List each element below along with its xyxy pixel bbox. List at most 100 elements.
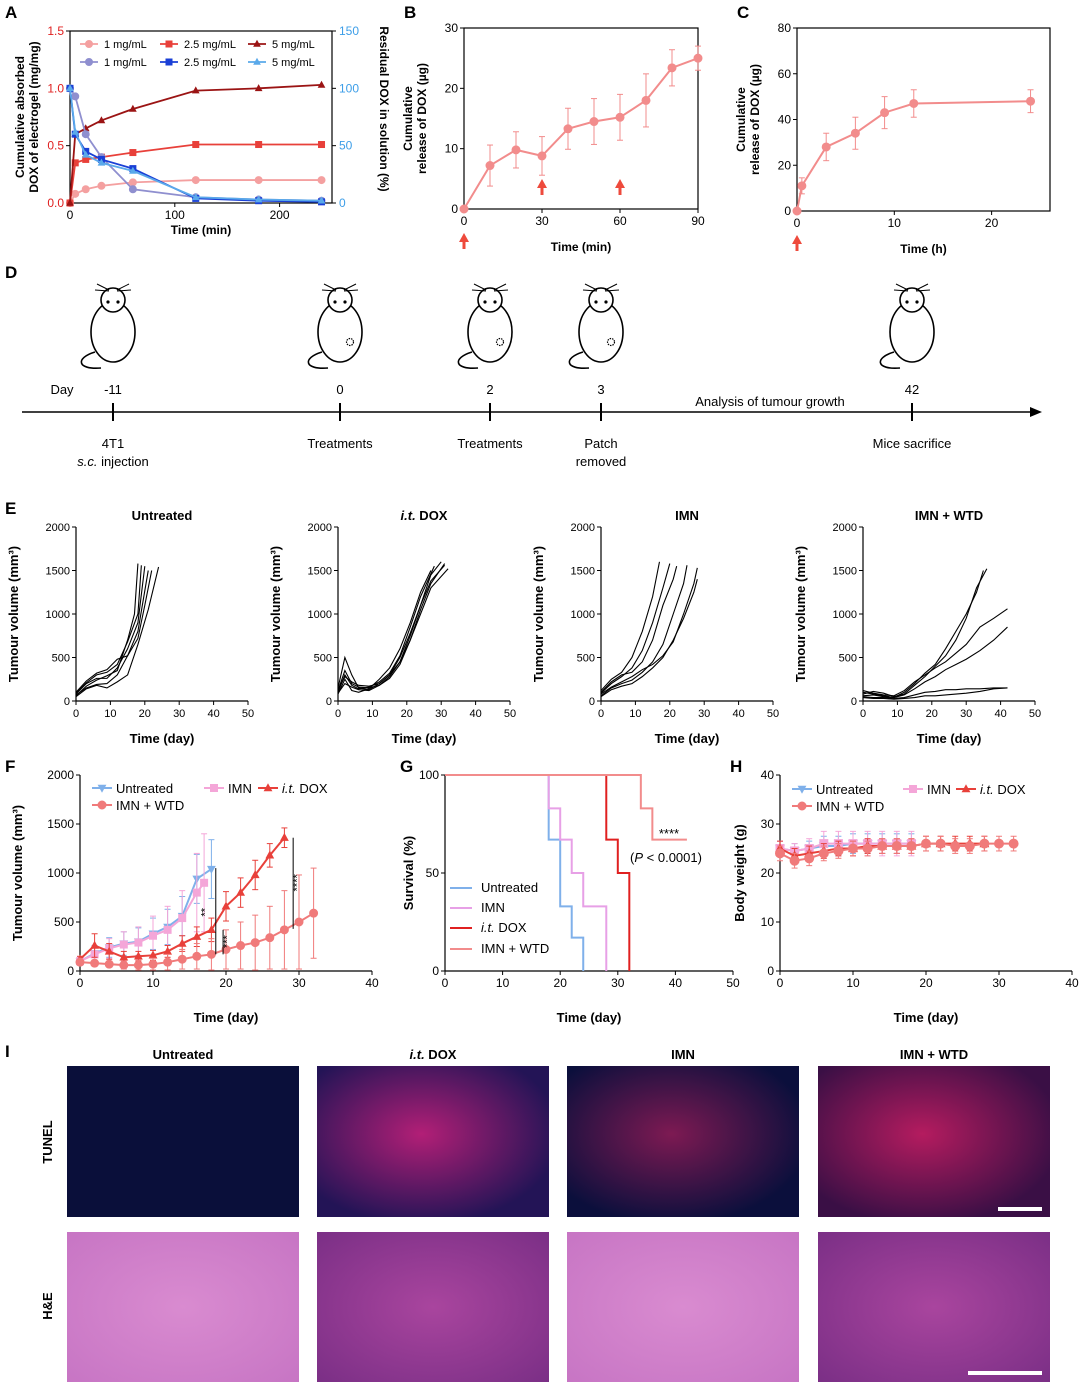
data-point [207,925,216,934]
y-axis-label: release of DOX (µg) [415,63,429,174]
x-tick-label: 10 [891,708,903,720]
y-tick-label: 1500 [46,566,70,578]
mouse-eye [333,300,337,304]
tunel-signal [567,1066,799,1217]
y-tick-label: 10 [445,142,459,156]
event-day: 3 [597,382,604,397]
individual-curve [600,565,688,697]
significance-stars: *** [221,934,233,948]
data-point [192,888,201,897]
y-tick-label: 2000 [308,522,332,534]
text-span: injection [97,454,148,469]
event-day: 42 [905,382,919,397]
panel-letter-H: H [730,757,742,776]
event-label-2: s.c. injection [77,454,149,469]
text-span: ( [630,850,635,865]
data-point [792,206,802,216]
p-value-label: (P < 0.0001) [630,850,702,865]
individual-curve [600,579,698,698]
data-point [129,166,137,174]
timeline: Day Analysis of tumour growth -11 4T1 s.c. i… [22,283,1042,469]
legend-marker [97,800,107,810]
he-image [567,1232,799,1382]
x-axis-label: Time (min) [171,223,231,237]
y-axis-label: Body weight (g) [732,824,747,922]
data-point [921,838,931,849]
y-tick-label: 100 [419,768,439,782]
chart-H: 0 10 20 30 40 0 10 20 30 40 Untreated IMN i.t. DOX IM… [732,768,1079,1025]
data-point [950,841,961,852]
individual-curve [862,570,984,699]
data-point [104,946,114,955]
mouse-head [477,287,503,313]
y-axis-label: Cumulative absorbed [13,56,27,178]
data-point [1008,838,1019,849]
individual-curve [862,687,1008,700]
mouse-icon [879,283,935,369]
survival-curve [445,774,608,971]
y2-axis-label: Residual DOX in solution (%) [377,26,391,191]
legend-marker [165,58,173,66]
data-point [641,95,651,105]
text-span: i.t. [980,782,994,797]
y-tick-label: 0.5 [47,139,64,153]
chart-A: 0 100 200 0.0 0.5 1.0 1.5 0 50 100 150 Time (min) Cu… [13,24,391,237]
data-point [979,838,990,849]
data-point [797,181,807,191]
data-point [317,196,326,204]
panel-letter-C: C [737,3,749,22]
data-point [236,887,245,896]
y-tick-label: 0 [64,696,70,708]
panel-letter-B: B [404,3,416,22]
individual-curve [337,564,446,690]
legend-label: 5 mg/mL [272,39,315,51]
data-point [804,853,815,864]
dose-arrow-head [615,179,625,188]
data-point [909,98,919,108]
panel-letter-I: I [5,1042,10,1061]
data-point [71,127,80,135]
data-point [279,925,289,935]
x-tick-label: 50 [504,708,516,720]
chart-title: i.t. DOX [401,508,448,523]
data-point [309,908,319,918]
legend-label: Untreated [481,880,538,895]
data-point [148,950,158,959]
tumour-mark [495,337,505,347]
individual-curve [600,567,698,695]
mouse-whiskers [471,283,509,292]
data-point [81,185,90,194]
data-point [789,855,800,866]
significance-stars: ** [199,907,211,916]
x-tick-label: 50 [1029,708,1041,720]
y-tick-label: 2000 [46,522,70,534]
tunel-signal [317,1066,549,1217]
y-tick-label: 1500 [47,817,74,831]
x-tick-label: 10 [888,216,902,230]
plot-frame [463,27,699,210]
legend-marker [210,784,218,792]
micrograph-grid: Untreated i.t. DOX IMN IMN + WTD TUNEL H&E [40,1047,1050,1382]
panel-letter-D: D [5,263,17,282]
individual-curve [75,566,160,698]
chart-title: IMN [675,508,699,523]
data-point [236,941,246,951]
scale-bar [998,1207,1042,1211]
data-point [862,843,873,854]
data-point [891,841,902,852]
x-tick-label: 30 [435,708,447,720]
y-tick-label: 2000 [571,522,595,534]
data-point [75,957,85,967]
event-label: Mice sacrifice [873,436,952,451]
legend-marker [797,785,807,794]
significance-stars: **** [291,874,303,892]
text-span: DOX [495,920,527,935]
x-tick-label: 40 [469,708,481,720]
dose-arrow-head [537,179,547,188]
text-span: i.t. [481,920,495,935]
data-point [221,944,231,954]
series-line [69,88,322,202]
data-point [667,63,677,73]
x-tick-label: 30 [992,976,1006,990]
x-tick-label: 0 [77,976,84,990]
